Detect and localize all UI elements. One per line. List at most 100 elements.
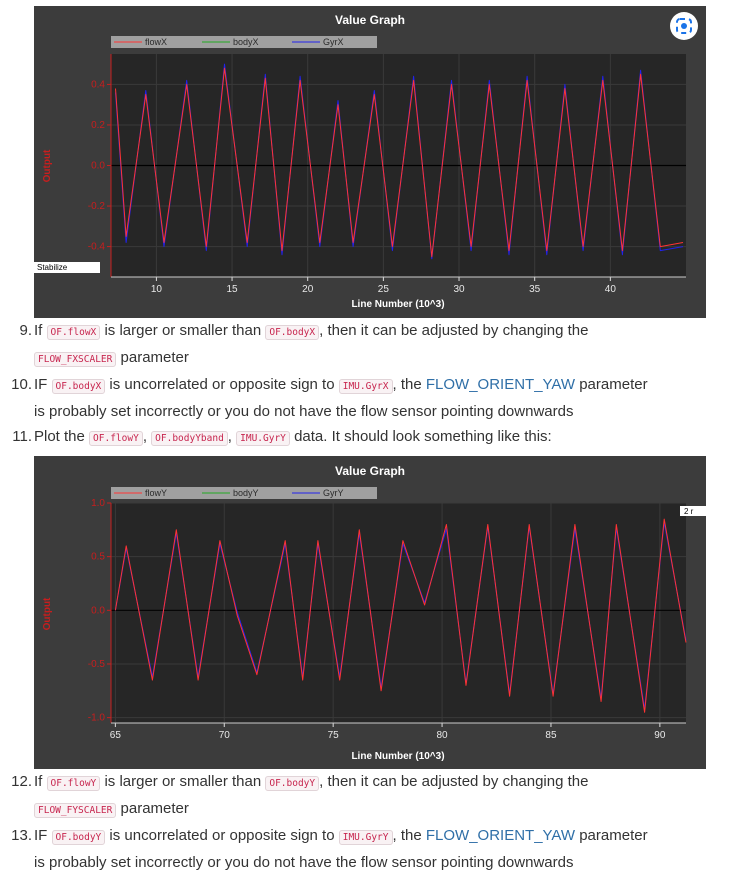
series-line-GyrX [115,63,684,260]
x-tick-label: 35 [529,284,541,295]
list-item-11: 11. Plot the OF.flowY, OF.bodyYband, IMU… [0,424,752,451]
y-tick-label: 1.0 [91,498,105,509]
legend-entry-0: flowY [145,488,167,498]
graph1-x-axis-label: Line Number (10^3) [351,299,444,310]
item-text: Plot the [34,428,90,445]
graph2-plot-area [111,503,686,723]
item-text: If [34,322,47,339]
x-tick-label: 80 [436,730,448,741]
legend-entry-0: flowX [145,37,167,47]
x-tick-label: 65 [110,730,122,741]
y-tick-label: 0.4 [91,79,105,90]
item-text: parameter [116,800,189,817]
list-item-10: 10. IF OF.bodyX is uncorrelated or oppos… [0,372,752,424]
graph2-title: Value Graph [335,464,405,478]
lens-dot [681,23,687,29]
item-number: 11. [12,428,32,445]
item-text: is probably set incorrectly or you do no… [34,854,574,871]
graph2-y-axis-label: Output [42,597,53,630]
code-of-bodyx: OF.bodyX [265,325,320,340]
lens-frame [676,18,692,34]
item-text: is larger or smaller than [100,773,266,790]
y-tick-label: 0.0 [91,605,105,616]
code-flow-fxscaler: FLOW_FXSCALER [34,352,117,367]
graph1-title: Value Graph [335,13,405,27]
y-tick-label: -0.4 [88,242,106,253]
legend-entry-2: GyrY [323,488,344,498]
value-graph-flowy: Value Graph flowY bodyY GyrY 65 70 75 80 85 90 1… [34,456,706,769]
item-text: parameter [116,349,189,366]
item-text: If [34,773,47,790]
item-number: 9. [19,322,32,339]
x-tick-label: 15 [226,284,238,295]
graph2-x-axis-label: Line Number (10^3) [351,751,444,762]
code-imu-gyry: IMU.GyrY [338,830,393,845]
item-number: 12. [11,773,32,790]
item-text: , then it can be adjusted by changing th… [319,322,589,339]
x-tick-label: 85 [545,730,557,741]
item-text: is probably set incorrectly or you do no… [34,403,574,420]
flight-mode-label [34,262,100,273]
x-tick-label: 10 [151,284,163,295]
item-number: 13. [11,827,32,844]
item-text: , [142,428,152,445]
list-item-13: 13. IF OF.bodyY is uncorrelated or oppos… [0,823,752,875]
item-text: parameter [575,376,648,393]
item-text: , the [392,827,426,844]
graph1-legend [111,36,377,48]
x-tick-label: 90 [654,730,666,741]
item-text: parameter [575,827,648,844]
y-tick-label: 0.2 [91,120,105,131]
code-imu-gyry: IMU.GyrY [236,431,290,446]
list-item-9: 9. If OF.flowX is larger or smaller than… [0,318,752,372]
y-tick-label: 0.5 [91,552,105,563]
legend-entry-2: GyrX [323,37,344,47]
code-of-bodyy: OF.bodyY [265,776,320,791]
item-text: data. It should look something like this… [289,428,552,445]
series-line-flowX [115,67,684,258]
graph2-svg: Value Graph flowY bodyY GyrY 65 70 75 80 85 90 1… [42,464,706,762]
x-tick-label: 70 [219,730,231,741]
steps-list-b: 12. If OF.flowY is larger or smaller tha… [0,769,752,875]
code-imu-gyrx: IMU.GyrX [338,379,393,394]
x-tick-label: 20 [302,284,314,295]
code-of-flowx: OF.flowX [46,325,101,340]
graph2-corner-text: 2 r [684,507,694,516]
item-text: IF [34,376,52,393]
x-tick-label: 30 [453,284,465,295]
graph1-svg: Value Graph flowX bodyX GyrX 10 15 20 25 30 35 4… [34,12,698,310]
item-text: , then it can be adjusted by changing th… [319,773,589,790]
legend-entry-1: bodyX [233,37,259,47]
y-tick-label: 0.0 [91,161,105,172]
x-tick-label: 40 [605,284,617,295]
code-flow-fyscaler: FLOW_FYSCALER [34,803,117,818]
flight-mode-text: Stabilize [37,263,68,272]
y-tick-label: -1.0 [88,713,106,724]
item-text: is uncorrelated or opposite sign to [105,376,339,393]
graph1-lens-button[interactable] [670,12,698,40]
item-text: , the [392,376,426,393]
code-of-bodyx: OF.bodyX [51,379,106,394]
code-of-flowy: OF.flowY [46,776,101,791]
item-text: , [227,428,237,445]
value-graph-flowx: Value Graph flowX bodyX GyrX 10 15 20 25 30 35 4… [34,6,706,318]
steps-list-a: 9. If OF.flowX is larger or smaller than… [0,318,752,451]
graph2-legend [111,487,377,499]
list-item-12: 12. If OF.flowY is larger or smaller tha… [0,769,752,823]
graph2-corner-label [680,506,706,516]
item-text: is larger or smaller than [100,322,266,339]
item-text: is uncorrelated or opposite sign to [105,827,339,844]
graph1-y-axis-label: Output [42,149,53,182]
code-of-bodyyband: OF.bodyYband [151,431,228,446]
x-tick-label: 75 [328,730,340,741]
x-tick-label: 25 [378,284,390,295]
flow-orient-yaw-link[interactable]: FLOW_ORIENT_YAW [425,827,576,844]
y-tick-label: -0.2 [88,201,106,212]
y-tick-label: -0.5 [88,659,106,670]
item-text: IF [34,827,52,844]
item-number: 10. [11,376,32,393]
code-of-flowy: OF.flowY [89,431,143,446]
flow-orient-yaw-link[interactable]: FLOW_ORIENT_YAW [425,376,576,393]
legend-entry-1: bodyY [233,488,259,498]
code-of-bodyy: OF.bodyY [51,830,106,845]
